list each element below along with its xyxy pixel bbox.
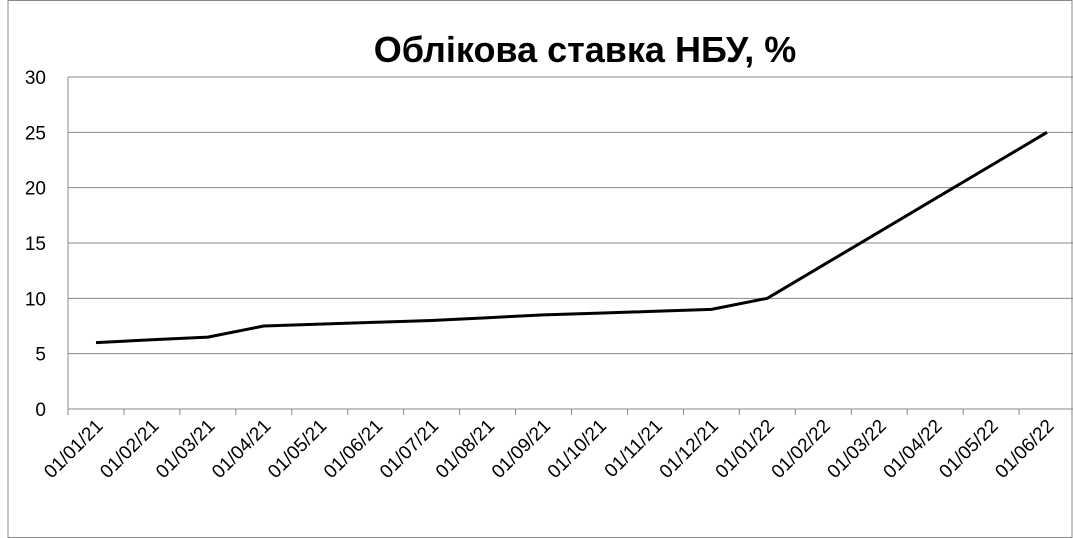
y-tick-label: 20 [25,179,46,200]
chart-border [7,0,1073,538]
y-tick-label: 0 [35,400,46,421]
y-tick-label: 30 [25,68,46,89]
chart-title: Облікова ставка НБУ, % [374,29,797,70]
y-tick-label: 15 [25,234,46,255]
y-tick-label: 5 [35,345,46,366]
y-tick-label: 10 [25,289,46,310]
y-tick-label: 25 [25,123,46,144]
line-series [95,131,1048,345]
